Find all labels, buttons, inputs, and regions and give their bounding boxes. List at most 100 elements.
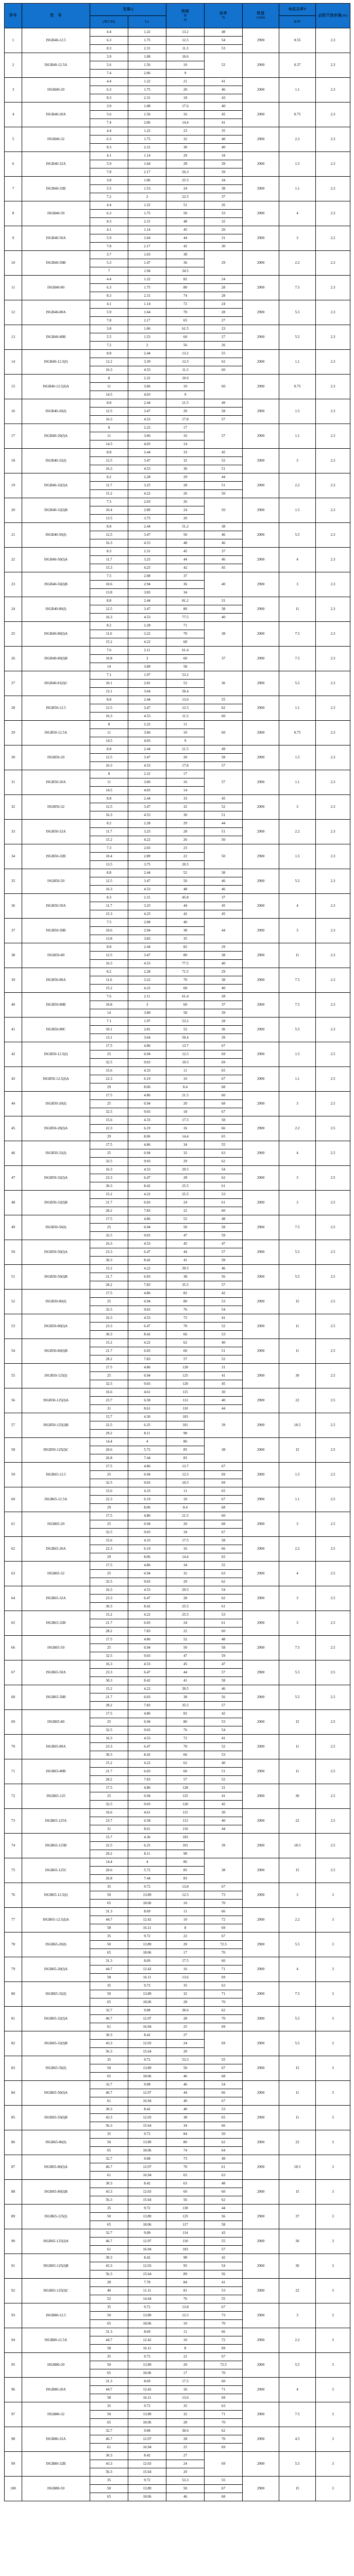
table-row: 10 ISGB40-50B 3.7 1.03 38 29 2900 2.2 2.3 (4, 250, 350, 276)
table-row: 57 ISGB50-125(I)B 15.7 4.36 103 39 2900 18.5 2.5 (4, 1413, 350, 1438)
cell-head: 29 (166, 151, 205, 160)
cell-flow-m3h: 50 (90, 1940, 128, 1949)
cell-npsh: 2.5 (315, 1264, 350, 1290)
header-npsh: 必耐汽蚀余量(m) (315, 3, 350, 28)
table-row: 65 18.06 28 70 (5, 2418, 350, 2427)
cell-flow-ls: 12.42 (128, 1965, 166, 1974)
cell-flow-m3h: 8.3 (90, 292, 128, 300)
table-row: 71 ISGB65-80B 15.2 4.22 62 40 2900 11 2.5 (4, 1759, 350, 1784)
table-row: 13.8 3.83 35 (5, 935, 350, 943)
cell-flow-m3h: 30.3 (90, 2451, 128, 2460)
cell-efficiency: 37 (204, 193, 243, 201)
cell-head: 10 (166, 61, 205, 70)
cell-flow-ls: 3.47 (128, 877, 166, 886)
cell-efficiency: 28 (204, 308, 243, 317)
cell-efficiency: 69 (204, 1924, 243, 1933)
cell-flow-ls: 2.17 (128, 316, 166, 325)
cell-flow-ls: 2.22 (128, 720, 166, 729)
cell-head: 13.8 (166, 1883, 205, 1891)
cell-efficiency: 38 (204, 976, 243, 985)
cell-efficiency: 29 (204, 968, 243, 976)
cell-flow-m3h: 25 (90, 1149, 128, 1158)
cell-motor-power: 5.5 (279, 2352, 316, 2378)
cell-head: 50.4 (166, 1033, 205, 1042)
table-row: 76 ISGB65-12.5(I) 35 9.72 13.8 67 2900 3 3 (4, 1883, 350, 1908)
cell-flow-m3h: 8.8 (90, 349, 128, 358)
cell-head: 38 (166, 250, 205, 259)
cell-speed: 2900 (242, 2303, 279, 2328)
cell-model: ISGB50-80(I)A (22, 1314, 90, 1339)
cell-model: ISGB50-12.5 (22, 696, 90, 721)
cell-flow-m3h: 3.8 (90, 176, 128, 185)
table-row: 32.5 9.03 10.5 69 (5, 1479, 350, 1487)
cell-flow-ls: 6.58 (128, 1817, 166, 1825)
cell-speed: 2900 (242, 1141, 279, 1166)
cell-speed: 2900 (242, 2080, 279, 2106)
cell-flow-ls: 2.89 (128, 852, 166, 861)
cell-flow-m3h: 7.6 (90, 646, 128, 655)
cell-head: 53.3 (166, 2476, 205, 2485)
cell-head: 56 (166, 341, 205, 350)
cell-efficiency: 32 (204, 217, 243, 226)
cell-efficiency: 53 (204, 1330, 243, 1339)
cell-flow-ls: 1.22 (128, 28, 166, 37)
cell-head: 17 (166, 770, 205, 778)
cell-flow-ls: 4.53 (128, 1586, 166, 1595)
cell-flow-m3h: 12.5 (90, 531, 128, 539)
cell-flow-ls: 14.44 (128, 2295, 166, 2303)
cell-model: ISGB40-20 (22, 77, 90, 103)
cell-model: ISGB80-20A (22, 2377, 90, 2402)
cell-flow-ls: 18.06 (128, 2418, 166, 2427)
cell-npsh: 3 (315, 1907, 350, 1933)
cell-head: 12.5 (166, 36, 205, 45)
table-row: 10.8 3 60 (5, 654, 350, 663)
cell-head: 38 (166, 926, 205, 935)
cell-motor-power: 30 (279, 2253, 316, 2279)
cell-head: 32 (166, 456, 205, 465)
cell-head: 12.5 (166, 1470, 205, 1479)
cell-efficiency: 44 (204, 819, 243, 828)
cell-flow-ls: 4.03 (128, 737, 166, 745)
cell-efficiency: 57 (204, 1668, 243, 1677)
cell-flow-m3h: 20.6 (90, 1446, 128, 1454)
cell-flow-ls: 8.42 (128, 2451, 166, 2460)
cell-flow-ls: 3.06 (128, 778, 166, 787)
cell-npsh: 2.3 (315, 621, 350, 647)
cell-flow-ls: 1.75 (128, 86, 166, 94)
cell-speed: 2900 (242, 770, 279, 795)
cell-flow-ls: 2.11 (128, 646, 166, 655)
table-row: 87 ISGB65-80(I)A 32.7 9.08 73 49 2900 18.5 3 (4, 2155, 350, 2180)
cell-flow-m3h: 31 (90, 1825, 128, 1834)
table-row: 11.6 3.22 70 (5, 630, 350, 638)
cell-model: ISGB65-125(I)C (22, 2278, 90, 2303)
cell-flow-ls: 2.28 (128, 621, 166, 630)
cell-speed: 2900 (242, 1066, 279, 1092)
cell-efficiency: 37 (204, 1001, 243, 1009)
cell-model: ISGB40-50B (22, 250, 90, 276)
cell-head: 48 (166, 217, 205, 226)
cell-flow-m3h: 46.7 (90, 2089, 128, 2097)
cell-head: 13.2 (166, 28, 205, 37)
cell-model: ISGB65-50(I)B (22, 2105, 90, 2130)
cell-npsh: 3 (315, 2130, 350, 2155)
cell-head: 11 (166, 1907, 205, 1916)
table-row: 28 ISGB50-12.5 8.8 2.44 13.6 55 2900 1.1 2.3 (4, 696, 350, 721)
cell-flow-ls: 1.08 (128, 102, 166, 111)
cell-flow-m3h: 15.7 (90, 1833, 128, 1842)
cell-flow-ls: 3 (128, 1001, 166, 1009)
cell-flow-ls: 8.06 (128, 1553, 166, 1562)
cell-efficiency: 40 (204, 1338, 243, 1347)
cell-efficiency: 52 (204, 1322, 243, 1331)
cell-head: 20 (166, 1940, 205, 1949)
cell-head: 26 (166, 489, 205, 498)
cell-flow-m3h: 8.8 (90, 399, 128, 408)
cell-flow-ls: 6.47 (128, 1668, 166, 1677)
cell-head: 44 (166, 234, 205, 243)
cell-head: 98 (166, 1850, 205, 1858)
cell-serial-number: 77 (4, 1907, 22, 1933)
cell-head: 17.6 (166, 102, 205, 111)
cell-npsh: 2.3 (315, 374, 350, 399)
cell-flow-ls: 15.64 (128, 2196, 166, 2205)
cell-efficiency: 65 (204, 1066, 243, 1075)
cell-head: 21 (166, 77, 205, 86)
